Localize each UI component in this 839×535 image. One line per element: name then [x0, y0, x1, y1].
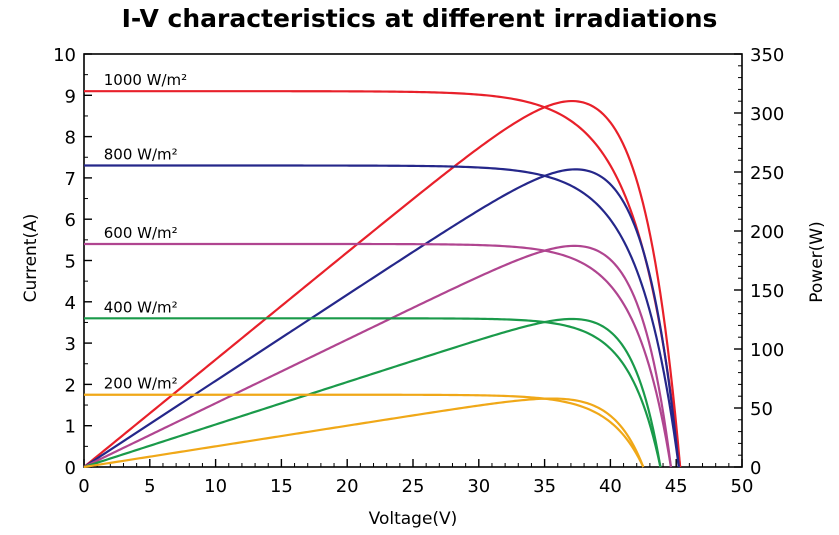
- x-tick-label: 50: [731, 476, 754, 497]
- x-tick-label: 45: [665, 476, 688, 497]
- y-right-tick-label: 200: [750, 222, 784, 243]
- y-axis-right-label: Power(W): [807, 221, 827, 302]
- y-right-tick-label: 150: [750, 281, 784, 302]
- y-left-tick-label: 8: [65, 128, 76, 149]
- axes: 0 5 10 15 20 25 30 35 40 45 5001234567891005010015…: [53, 45, 784, 497]
- x-axis-label: Voltage(V): [369, 509, 458, 529]
- iv-curve-3: [84, 317, 662, 468]
- curve-label-2: 600 W/m²: [104, 224, 178, 242]
- y-right-tick-label: 250: [750, 163, 784, 184]
- x-tick-label: 25: [402, 476, 425, 497]
- iv-curve-4: [84, 393, 645, 468]
- x-tick-label: 5: [144, 476, 155, 497]
- y-axis-left-label: Current(A): [21, 214, 41, 303]
- pv-curve-2: [83, 244, 673, 468]
- y-right-tick-label: 50: [750, 399, 773, 420]
- chart-title: I-V characteristics at different irradia…: [121, 4, 718, 33]
- y-left-tick-label: 3: [65, 334, 76, 355]
- x-tick-label: 30: [467, 476, 490, 497]
- curve-label-0: 1000 W/m²: [104, 71, 187, 89]
- pv-curve-4: [83, 397, 645, 469]
- y-left-tick-label: 5: [65, 252, 76, 273]
- pv-curve-3: [83, 317, 662, 469]
- x-tick-label: 15: [270, 476, 293, 497]
- y-right-tick-label: 350: [750, 45, 784, 66]
- curve-labels: 1000 W/m² 800 W/m² 600 W/m² 400 W/m² 200 W/m…: [104, 71, 187, 393]
- y-left-tick-label: 0: [65, 458, 76, 479]
- y-right-tick-label: 100: [750, 340, 784, 361]
- y-left-tick-label: 4: [65, 293, 76, 314]
- x-tick-label: 20: [336, 476, 359, 497]
- y-left-tick-label: 2: [65, 375, 76, 396]
- y-left-tick-label: 9: [65, 86, 76, 107]
- iv-curve-0: [84, 90, 682, 468]
- y-right-tick-label: 0: [750, 458, 761, 479]
- y-left-tick-label: 10: [53, 45, 76, 66]
- x-tick-label: 35: [533, 476, 556, 497]
- y-left-tick-label: 7: [65, 169, 76, 190]
- x-tick-label: 40: [599, 476, 622, 497]
- pv-curve-0: [83, 99, 682, 468]
- x-tick-label: 10: [204, 476, 227, 497]
- iv-curve-2: [84, 242, 673, 468]
- curve-label-3: 400 W/m²: [104, 298, 178, 316]
- curve-label-4: 200 W/m²: [104, 375, 178, 393]
- curve-label-1: 800 W/m²: [104, 146, 178, 164]
- curves: [83, 90, 682, 469]
- x-tick-label: 0: [78, 476, 89, 497]
- iv-curve-1: [84, 164, 680, 468]
- y-left-tick-label: 6: [65, 210, 76, 231]
- pv-curve-1: [83, 168, 680, 468]
- y-left-tick-label: 1: [65, 417, 76, 438]
- y-right-tick-label: 300: [750, 104, 784, 125]
